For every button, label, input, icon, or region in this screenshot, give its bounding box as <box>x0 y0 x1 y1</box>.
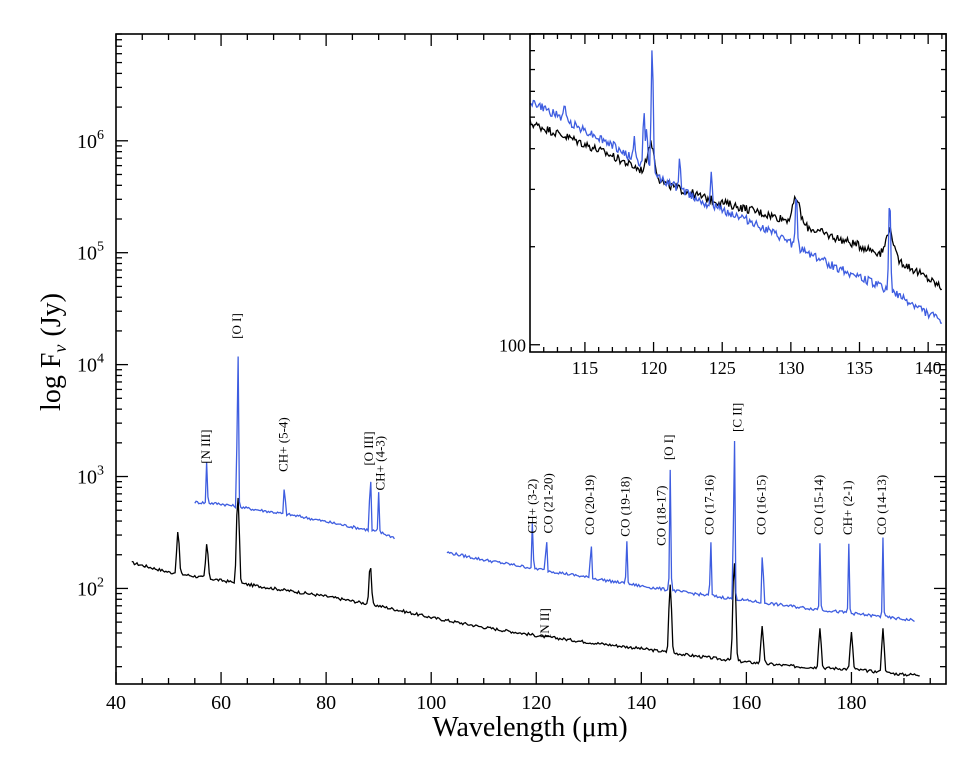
line-annotation: CO (16-15) <box>754 475 769 535</box>
series-line-3 <box>446 441 915 623</box>
x-tick-label: 120 <box>640 358 667 378</box>
x-tick-label: 180 <box>836 692 866 714</box>
inset-frame <box>529 33 947 353</box>
line-annotation: [O III] <box>361 431 376 465</box>
line-annotation: [N III] <box>198 429 213 463</box>
line-annotation: CO (15-14) <box>811 475 826 535</box>
series-line-2 <box>530 50 942 324</box>
line-annotation: CO (18-17) <box>653 486 668 546</box>
svg-text:log Fν(Jy): log Fν (Jy) <box>36 293 70 411</box>
y-tick-label: 104 <box>77 352 104 377</box>
line-annotation: CO (21-20) <box>540 473 555 533</box>
y-axis-title-sub: ν <box>50 345 70 353</box>
line-annotation: [N II] <box>537 608 552 638</box>
line-annotation: CO (14-13) <box>874 475 889 535</box>
x-tick-label: 130 <box>777 358 804 378</box>
x-tick-label: 125 <box>709 358 736 378</box>
y-tick-label: 103 <box>77 464 104 489</box>
y-tick-label: 102 <box>77 575 104 600</box>
line-annotation: CO (17-16) <box>702 475 717 535</box>
y-axis-title: log Fν (Jy) <box>36 293 70 411</box>
line-annotation: [O I] <box>661 435 676 461</box>
x-tick-label: 100 <box>416 692 446 714</box>
series-line-1 <box>530 119 942 291</box>
y-axis-title-unit: (Jy) <box>36 293 67 337</box>
x-tick-label: 135 <box>846 358 873 378</box>
x-tick-label: 80 <box>316 692 336 714</box>
x-tick-label: 60 <box>211 692 231 714</box>
main-plot-area: 40 60 80 100 120 140 160 180 102 103 104 105 106 [N I… <box>77 33 947 714</box>
y-tick-label: 106 <box>77 128 104 153</box>
x-tick-label: 120 <box>521 692 551 714</box>
x-tick-label: 115 <box>572 358 598 378</box>
line-annotation: [C II] <box>729 403 744 432</box>
inset-plot-area: 115 120 125 130 135 140 100 <box>499 33 947 378</box>
x-tick-label: 40 <box>106 692 126 714</box>
x-tick-label: 140 <box>626 692 656 714</box>
series-line-1 <box>131 497 920 677</box>
x-tick-label: 140 <box>915 358 942 378</box>
line-annotation: CH+ (4-3) <box>372 436 387 491</box>
line-annotation: [O I] <box>229 313 244 339</box>
line-annotation: CH+ (3-2) <box>525 479 540 534</box>
line-annotation: CH+ (2-1) <box>840 480 855 535</box>
line-annotation: CH+ (5-4) <box>276 417 291 472</box>
x-tick-label: 160 <box>731 692 761 714</box>
y-axis-title-main: log F <box>36 353 67 411</box>
line-annotation: CO (19-18) <box>618 476 633 536</box>
y-tick-label: 105 <box>77 240 104 265</box>
line-annotation: CO (20-19) <box>582 475 597 535</box>
inset-y-tick-label: 100 <box>499 336 526 356</box>
series-line-2 <box>194 356 395 540</box>
x-axis-title: Wavelength (μm) <box>432 712 627 743</box>
